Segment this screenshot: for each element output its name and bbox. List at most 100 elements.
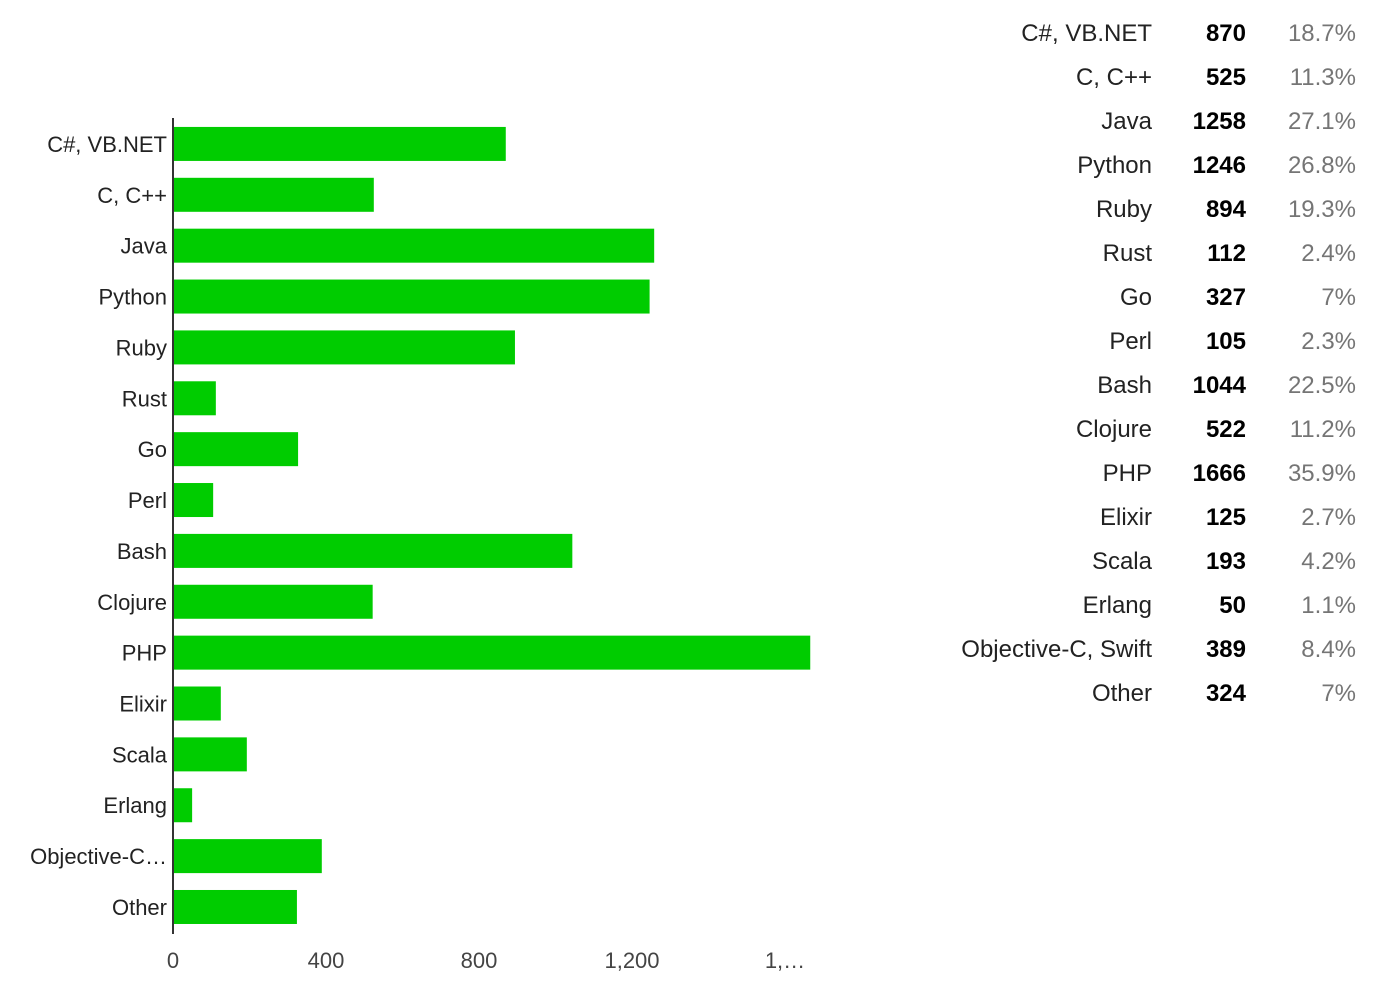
y-tick-label: C#, VB.NET [47,132,167,157]
y-tick-label: Perl [128,488,167,513]
bar [173,279,650,314]
legend-label: Clojure [1075,416,1152,443]
legend-percent: 1.1% [1301,592,1356,619]
legend-label: Ruby [1095,196,1152,223]
legend-row: PHP 1666 35.9% [900,454,1360,498]
legend-percent: 2.7% [1301,504,1356,531]
legend-label: Go [1119,284,1152,311]
legend-count: 125 [1205,504,1246,531]
bar [173,533,573,568]
y-tick-label: Objective-C… [30,844,167,869]
legend-count: 522 [1205,416,1246,443]
legend-count: 870 [1205,20,1246,47]
legend-count: 193 [1205,548,1246,575]
bar [173,788,193,823]
legend-count: 1666 [1192,460,1246,487]
y-tick-label: Python [99,285,168,310]
legend-label: Erlang [1082,592,1152,619]
bar [173,126,506,161]
legend-count: 1044 [1192,372,1246,399]
y-tick-label: Java [121,234,168,259]
legend-label: Objective-C, Swift [961,636,1152,663]
bar [173,584,373,619]
y-tick-label: Clojure [97,590,167,615]
legend-row: Python 1246 26.8% [900,146,1360,190]
legend-percent: 8.4% [1301,636,1356,663]
legend-label: Bash [1097,372,1152,399]
legend-percent: 11.3% [1289,64,1356,91]
y-tick-label: Bash [117,539,167,564]
y-tick-label: Rust [122,386,167,411]
legend-percent: 11.2% [1289,416,1356,443]
legend-count: 1246 [1192,152,1246,179]
bar [173,228,655,263]
legend-label: PHP [1102,460,1152,487]
legend-row: Clojure 522 11.2% [900,410,1360,454]
legend-percent: 7% [1321,680,1356,707]
bar [173,483,214,518]
legend-percent: 27.1% [1287,108,1356,135]
legend-label: C, C++ [1075,64,1152,91]
y-tick-label: PHP [122,641,167,666]
legend-row: Objective-C, Swift 389 8.4% [900,630,1360,674]
legend-label: Java [1101,108,1152,135]
x-tick-label: 1,… [765,948,805,973]
y-tick-label: C, C++ [97,183,167,208]
legend-label: Scala [1091,548,1152,575]
y-tick-label: Scala [112,742,168,767]
legend-count: 327 [1205,284,1246,311]
legend-percent: 2.3% [1301,328,1356,355]
legend-count: 324 [1205,680,1246,707]
legend-row: Scala 193 4.2% [900,542,1360,586]
legend-row: Rust 112 2.4% [900,234,1360,278]
legend-label: Python [1077,152,1152,179]
legend-label: Elixir [1100,504,1152,531]
bar [173,839,322,874]
bar-chart: C#, VB.NET C, C++ Java Python Ruby Rust Go Perl… [30,118,811,973]
legend-count: 525 [1205,64,1246,91]
bar [173,686,221,721]
x-tick-label: 1,200 [604,948,659,973]
legend-count: 894 [1205,196,1246,223]
legend-percent: 19.3% [1287,196,1356,223]
bar [173,177,374,212]
legend-row: Elixir 125 2.7% [900,498,1360,542]
legend-percent: 4.2% [1301,548,1356,575]
legend-row: C, C++ 525 11.3% [900,58,1360,102]
bar [173,381,216,416]
legend-row: Erlang 50 1.1% [900,586,1360,630]
legend-count: 1258 [1192,108,1246,135]
legend-percent: 26.8% [1287,152,1356,179]
bar [173,635,811,670]
legend-count: 105 [1205,328,1246,355]
legend-count: 389 [1205,636,1246,663]
x-tick-label: 800 [461,948,498,973]
legend-row: C#, VB.NET 870 18.7% [900,14,1360,58]
legend-label: C#, VB.NET [1021,20,1152,47]
legend-count: 112 [1207,240,1246,267]
y-tick-label: Erlang [103,793,167,818]
bar [173,889,297,924]
legend-percent: 35.9% [1287,460,1356,487]
legend-percent: 22.5% [1287,372,1356,399]
y-tick-label: Go [138,437,167,462]
legend-count: 50 [1219,592,1246,619]
y-tick-label: Ruby [116,335,167,360]
legend-row: Other 324 7% [900,674,1360,718]
legend-row: Go 327 7% [900,278,1360,322]
legend-percent: 2.4% [1301,240,1356,267]
y-tick-label: Other [112,895,167,920]
y-tick-label: Elixir [119,692,167,717]
x-tick-label: 0 [167,948,179,973]
legend-percent: 7% [1321,284,1356,311]
legend-row: Java 1258 27.1% [900,102,1360,146]
bar [173,737,247,772]
x-tick-label: 400 [308,948,345,973]
legend-label: Other [1091,680,1152,707]
legend-row: Ruby 894 19.3% [900,190,1360,234]
legend-row: Perl 105 2.3% [900,322,1360,366]
bar [173,432,299,467]
legend-label: Rust [1102,240,1152,267]
legend-row: Bash 1044 22.5% [900,366,1360,410]
legend-percent: 18.7% [1287,20,1356,47]
